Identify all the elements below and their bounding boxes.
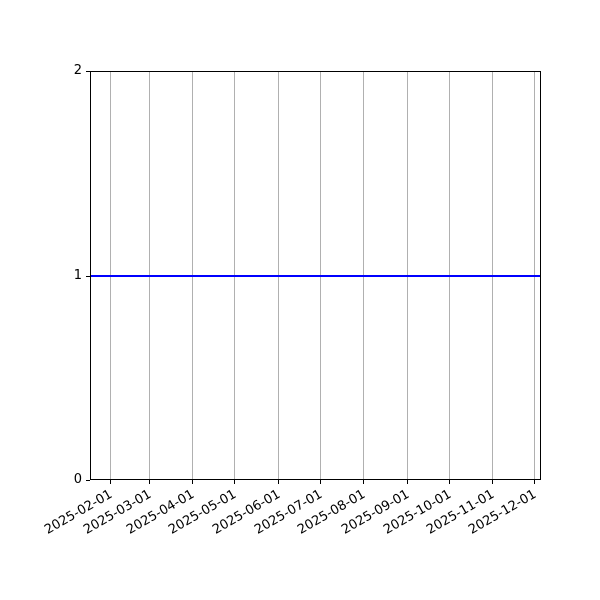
x-tick-mark xyxy=(149,480,150,484)
x-tick-mark xyxy=(234,480,235,484)
x-tick-mark xyxy=(320,480,321,484)
x-tick-mark xyxy=(492,480,493,484)
left-spine xyxy=(90,71,91,480)
right-spine xyxy=(540,71,541,480)
data-line xyxy=(90,275,541,277)
x-tick-mark xyxy=(407,480,408,484)
top-spine xyxy=(90,71,541,72)
y-tick-mark xyxy=(86,480,90,481)
x-tick-mark xyxy=(192,480,193,484)
y-tick-label: 0 xyxy=(73,472,82,487)
x-tick-mark xyxy=(534,480,535,484)
x-tick-mark xyxy=(363,480,364,484)
y-tick-label: 1 xyxy=(73,268,82,283)
y-tick-mark xyxy=(86,71,90,72)
x-tick-mark xyxy=(110,480,111,484)
x-tick-mark xyxy=(278,480,279,484)
y-tick-mark xyxy=(86,276,90,277)
y-tick-label: 2 xyxy=(73,63,82,78)
x-tick-mark xyxy=(449,480,450,484)
bottom-spine xyxy=(90,479,541,480)
